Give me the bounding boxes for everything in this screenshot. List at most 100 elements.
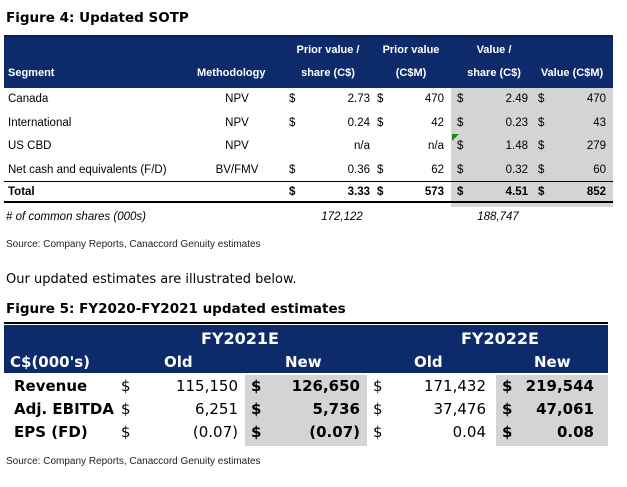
old-2021-cell: 6,251 xyxy=(195,400,238,418)
old-2022-cell: 0.04 xyxy=(452,423,486,441)
currency-cell: $ xyxy=(538,117,545,129)
value-share-cell: 0.23 xyxy=(505,117,528,129)
methodology-cell: NPV xyxy=(225,93,249,105)
header-unit: C$(000's) xyxy=(10,353,90,371)
shares-prior: 172,122 xyxy=(321,211,363,223)
header-new-2021: New xyxy=(285,353,322,371)
currency-cell: $ xyxy=(373,423,383,441)
currency-cell: $ xyxy=(502,423,513,441)
currency-cell: $ xyxy=(121,400,131,418)
currency-cell: $ xyxy=(373,377,383,395)
header-value-share-line1: Value / xyxy=(476,44,512,56)
value-cell: 43 xyxy=(593,117,606,129)
currency-cell: $ xyxy=(121,423,131,441)
header-prior-value-line1: Prior value xyxy=(382,44,440,56)
currency-cell: $ xyxy=(457,140,464,152)
currency-cell: $ xyxy=(457,117,464,129)
shares-label: # of common shares (000s) xyxy=(6,211,146,223)
value-cell: 470 xyxy=(586,93,606,105)
currency-cell: $ xyxy=(251,400,262,418)
new-2021-cell: 126,650 xyxy=(291,377,360,395)
currency-cell: $ xyxy=(538,164,545,176)
old-2021-cell: (0.07) xyxy=(192,423,238,441)
total-value-share: 4.51 xyxy=(505,186,528,198)
currency-cell: $ xyxy=(377,164,384,176)
figure5-top-rule xyxy=(4,322,608,324)
header-methodology: Methodology xyxy=(197,67,266,79)
currency-cell: $ xyxy=(502,377,513,395)
currency-cell: $ xyxy=(538,93,545,105)
value-share-cell: 1.48 xyxy=(505,140,528,152)
new-2022-cell: 47,061 xyxy=(536,400,594,418)
total-prior-value: 573 xyxy=(424,186,444,198)
new-2021-shade xyxy=(245,375,367,446)
prior-value-cell: 62 xyxy=(431,164,444,176)
currency-cell: $ xyxy=(457,164,464,176)
currency-cell: $ xyxy=(289,93,296,105)
header-prior-share-line2: share (C$) xyxy=(301,67,355,79)
currency-cell: $ xyxy=(251,377,262,395)
new-2021-cell: (0.07) xyxy=(309,423,360,441)
new-2022-cell: 0.08 xyxy=(556,423,594,441)
value-cell: 60 xyxy=(593,164,606,176)
segment-cell: Net cash and equivalents (F/D) xyxy=(8,164,167,176)
currency-cell: $ xyxy=(377,93,384,105)
row-label: Adj. EBITDA xyxy=(14,400,114,418)
new-values-shade xyxy=(451,88,613,207)
total-prior-share: 3.33 xyxy=(347,186,370,198)
currency-cell: $ xyxy=(289,117,296,129)
prior-share-cell: n/a xyxy=(354,140,370,152)
figure4-source: Source: Company Reports, Canaccord Genui… xyxy=(6,239,261,250)
prior-value-cell: 42 xyxy=(431,117,444,129)
new-2021-cell: 5,736 xyxy=(312,400,360,418)
shares-new: 188,747 xyxy=(477,211,519,223)
header-old-2021: Old xyxy=(164,353,193,371)
row-label: Revenue xyxy=(14,377,88,395)
figure5-source: Source: Company Reports, Canaccord Genui… xyxy=(6,456,261,467)
figure5-title: Figure 5: FY2020-FY2021 updated estimate… xyxy=(6,301,346,317)
methodology-cell: NPV xyxy=(225,140,249,152)
new-2022-shade xyxy=(496,375,608,446)
segment-cell: Canada xyxy=(8,93,49,105)
header-prior-value-line2: (C$M) xyxy=(395,67,427,79)
segment-cell: US CBD xyxy=(8,140,52,152)
currency-cell: $ xyxy=(251,423,262,441)
currency-cell: $ xyxy=(538,140,545,152)
currency-cell: $ xyxy=(377,117,384,129)
currency-cell: $ xyxy=(457,93,464,105)
total-label: Total xyxy=(8,186,35,198)
total-top-rule xyxy=(4,181,613,182)
currency-cell: $ xyxy=(289,164,296,176)
header-old-2022: Old xyxy=(414,353,443,371)
comment-flag-icon xyxy=(452,134,459,141)
currency-cell: $ xyxy=(121,377,131,395)
row-label: EPS (FD) xyxy=(14,423,88,441)
new-2022-cell: 219,544 xyxy=(525,377,594,395)
currency-cell: $ xyxy=(457,186,464,198)
prior-share-cell: 0.36 xyxy=(347,164,370,176)
total-value: 852 xyxy=(586,186,606,198)
old-2022-cell: 37,476 xyxy=(433,400,487,418)
old-2021-cell: 115,150 xyxy=(175,377,238,395)
currency-cell: $ xyxy=(502,400,513,418)
methodology-cell: NPV xyxy=(225,117,249,129)
group-fy2022e: FY2022E xyxy=(461,329,539,348)
currency-cell: $ xyxy=(538,186,545,198)
prior-value-cell: n/a xyxy=(428,140,444,152)
figure4-header-band xyxy=(4,35,613,88)
figure4-title: Figure 4: Updated SOTP xyxy=(6,10,189,26)
currency-cell: $ xyxy=(377,186,384,198)
prior-share-cell: 0.24 xyxy=(347,117,370,129)
value-share-cell: 0.32 xyxy=(505,164,528,176)
old-2022-cell: 171,432 xyxy=(423,377,486,395)
value-share-cell: 2.49 xyxy=(505,93,528,105)
currency-cell: $ xyxy=(289,186,296,198)
value-cell: 279 xyxy=(586,140,606,152)
header-prior-share-line1: Prior value / xyxy=(296,44,360,56)
prior-share-cell: 2.73 xyxy=(347,93,370,105)
segment-cell: International xyxy=(8,117,72,129)
total-bottom-rule xyxy=(4,201,613,203)
header-value-csm: Value (C$M) xyxy=(540,67,604,79)
header-value-share-line2: share (C$) xyxy=(467,67,521,79)
prior-value-cell: 470 xyxy=(424,93,444,105)
